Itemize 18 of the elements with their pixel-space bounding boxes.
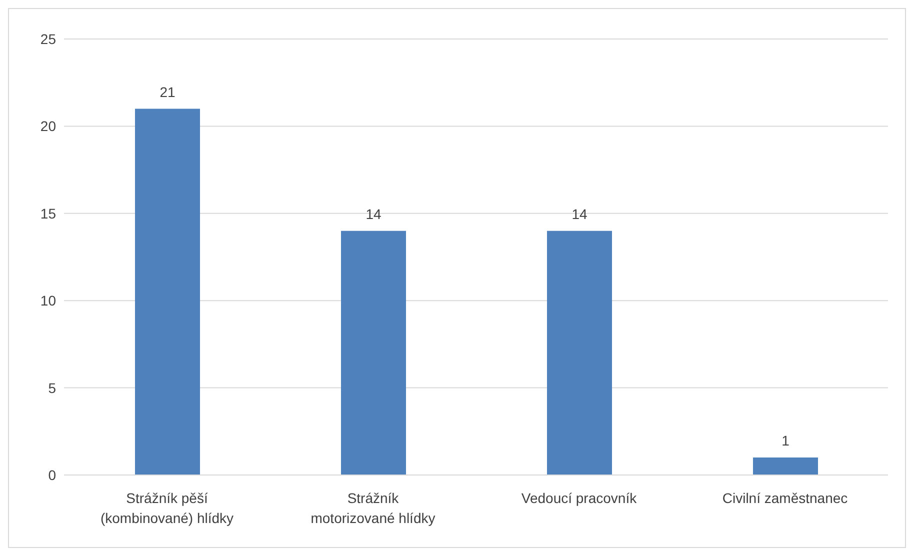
bar [547,230,612,475]
data-label: 1 [782,432,790,449]
y-tick-label: 0 [48,466,56,483]
y-tick-label: 5 [48,380,56,396]
bar [753,458,818,475]
x-tick-label: Vedoucí pracovník [521,490,638,506]
y-tick-label: 25 [40,30,56,47]
data-label: 14 [572,206,588,222]
bar [341,230,406,475]
y-tick-label: 15 [40,205,56,222]
data-label: 14 [366,206,382,222]
bar [135,108,200,475]
y-tick-label: 20 [40,118,56,134]
x-tick-label: Strážník pěší (kombinované) hlídky [100,490,234,526]
y-tick-label: 10 [40,292,56,309]
data-label: 21 [160,84,176,100]
x-tick-label: Civilní zaměstnanec [722,490,848,506]
x-tick-label: Strážník motorizované hlídky [310,490,436,526]
